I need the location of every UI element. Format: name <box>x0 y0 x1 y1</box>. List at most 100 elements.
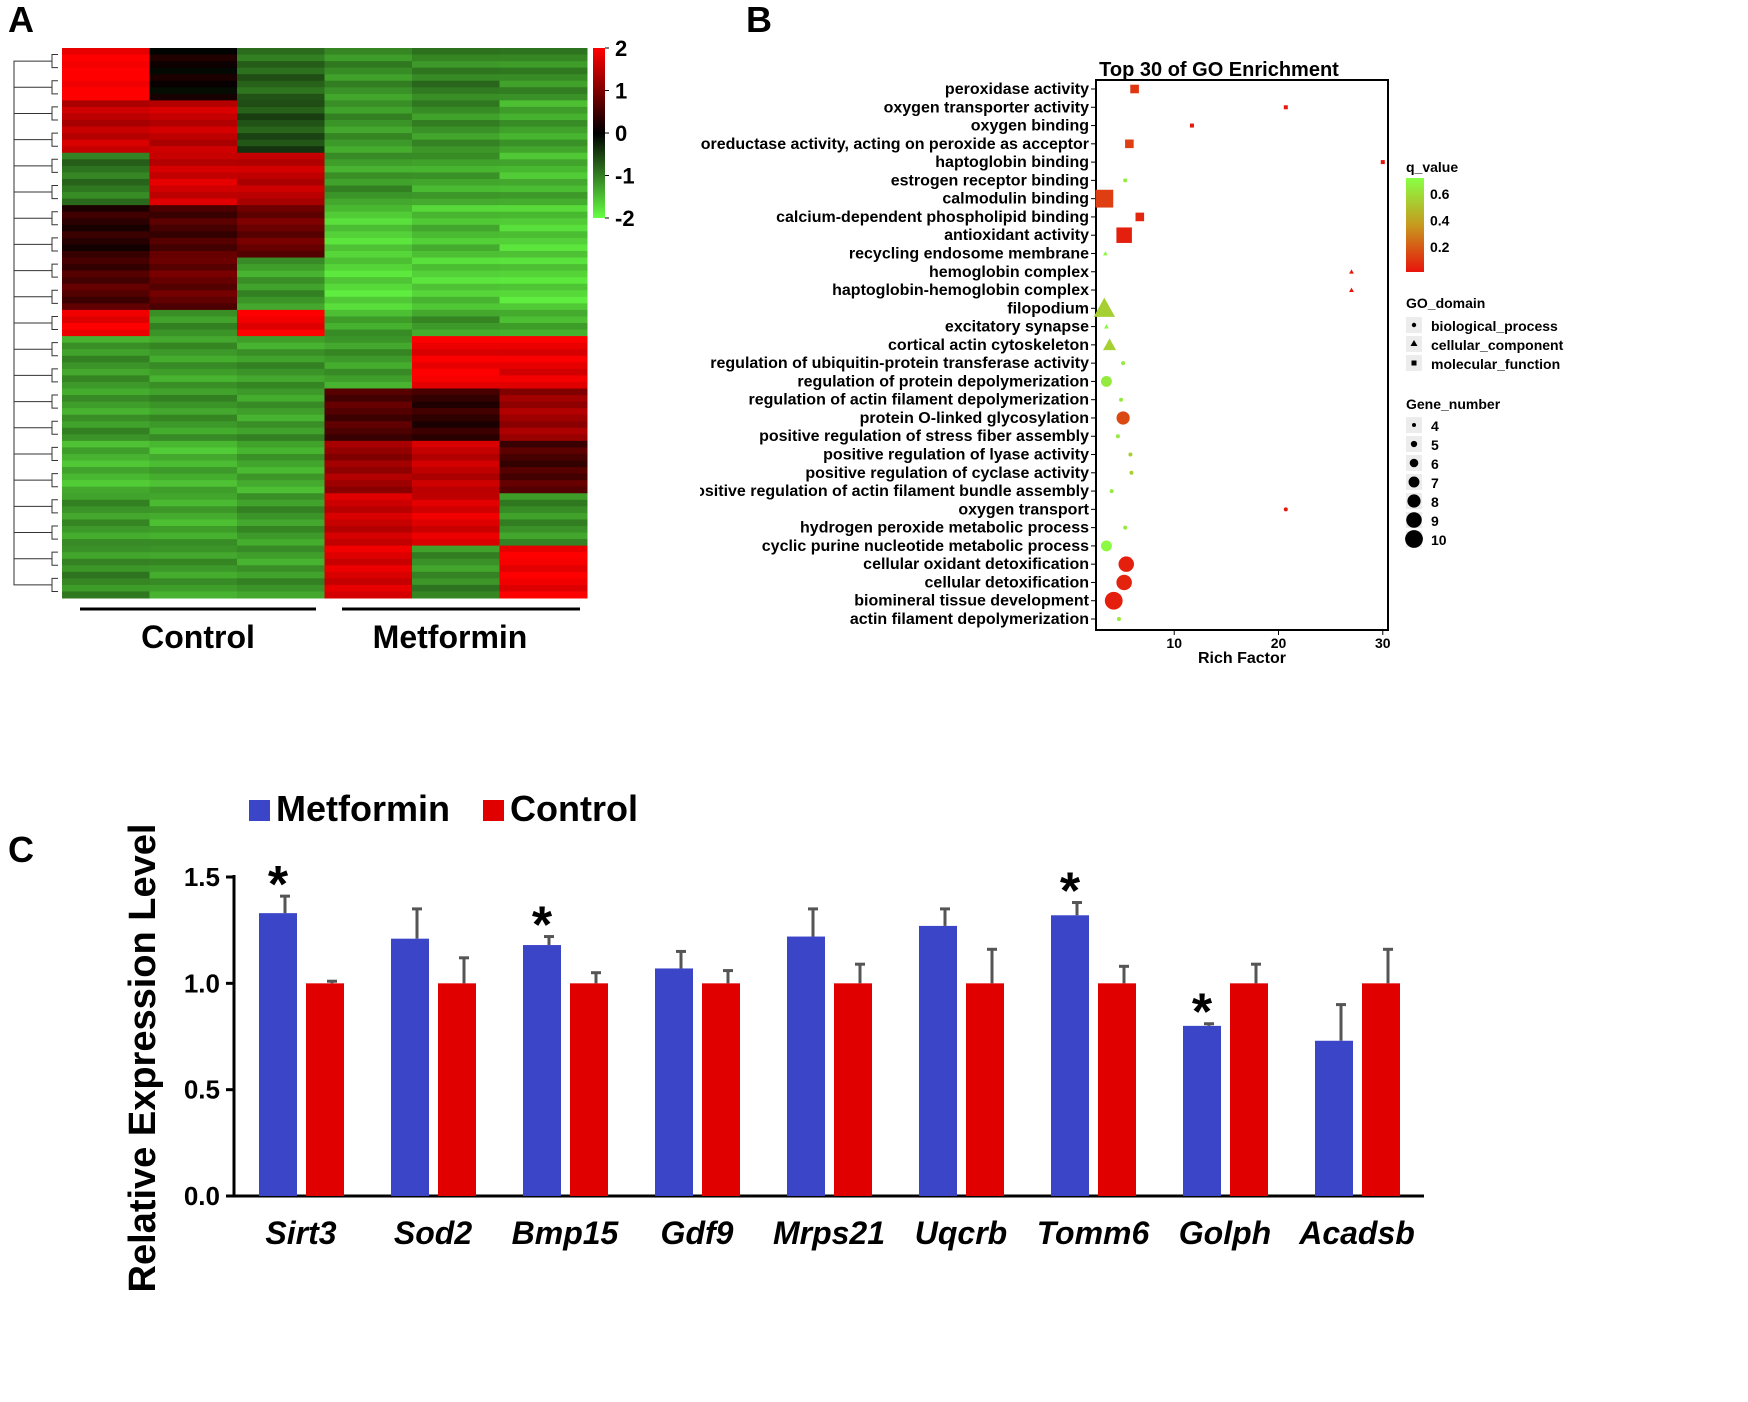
heatmap-cell <box>237 309 325 317</box>
heatmap-cell <box>62 571 150 579</box>
heatmap-cell <box>412 283 500 291</box>
heatmap-cell <box>62 545 150 553</box>
heatmap-cell <box>412 152 500 160</box>
heatmap-cell <box>62 401 150 409</box>
go-term-label: estrogen receptor binding <box>891 172 1089 189</box>
heatmap-cell <box>412 362 500 370</box>
heatmap-cell <box>412 460 500 468</box>
heatmap-cell <box>237 381 325 389</box>
go-domain-label: biological_process <box>1431 318 1558 334</box>
heatmap-cell <box>237 80 325 88</box>
heatmap-cell <box>237 532 325 540</box>
heatmap-cell <box>149 218 238 226</box>
heatmap-cell <box>412 329 500 337</box>
heatmap-cell <box>62 584 150 592</box>
heatmap-cell <box>499 512 588 520</box>
heatmap-cell <box>62 172 150 180</box>
heatmap-cell <box>499 473 588 481</box>
heatmap-cell <box>324 342 413 350</box>
heatmap-cell <box>237 368 325 376</box>
heatmap-cell <box>149 67 238 75</box>
heatmap-cell <box>237 198 325 206</box>
heatmap-cell <box>324 139 413 147</box>
heatmap-cell <box>237 552 325 560</box>
go-point <box>1102 251 1108 256</box>
heatmap-cell <box>149 113 238 121</box>
heatmap-cell <box>237 93 325 101</box>
heatmap-cell <box>237 323 325 331</box>
go-point <box>1116 411 1130 425</box>
heatmap-cell <box>324 244 413 252</box>
heatmap-cell <box>412 192 500 200</box>
heatmap-cell <box>237 152 325 160</box>
heatmap-cell <box>237 185 325 193</box>
heatmap-cell <box>62 283 150 291</box>
heatmap-cell <box>412 146 500 154</box>
heatmap-cell <box>149 178 238 186</box>
heatmap-cell <box>62 192 150 200</box>
heatmap-cell <box>62 126 150 134</box>
heatmap-cell <box>499 48 588 56</box>
dendrogram-branch <box>13 165 52 193</box>
heatmap-cell <box>499 584 588 592</box>
heatmap-cell <box>499 519 588 527</box>
heatmap-cell <box>412 578 500 586</box>
go-point <box>1116 574 1132 591</box>
heatmap-cell <box>62 106 150 114</box>
legend-triangle-symbol <box>1410 340 1418 346</box>
dendrogram-branch <box>13 217 52 245</box>
colorbar-tick-label: 0 <box>615 121 627 146</box>
q-value-tick-label: 0.2 <box>1430 239 1450 255</box>
heatmap-cell <box>237 290 325 298</box>
heatmap-cell <box>62 323 150 331</box>
heatmap-cell <box>149 323 238 331</box>
gene-number-label: 8 <box>1431 494 1439 510</box>
gene-label: Uqcrb <box>915 1215 1007 1251</box>
go-term-label: cellular detoxification <box>925 574 1089 591</box>
go-domain-label: molecular_function <box>1431 356 1560 372</box>
heatmap-cell <box>324 545 413 553</box>
heatmap-cell <box>499 120 588 128</box>
x-tick-label: 20 <box>1271 635 1287 651</box>
heatmap-cell <box>149 283 238 291</box>
go-term-label: excitatory synapse <box>945 319 1089 336</box>
heatmap-cell <box>324 270 413 278</box>
heatmap-cell <box>412 525 500 534</box>
heatmap-cell <box>499 499 588 507</box>
heatmap-cell <box>62 120 150 128</box>
heatmap-cell <box>324 237 413 245</box>
go-point <box>1283 507 1288 512</box>
bar-control <box>438 983 476 1196</box>
bar-control <box>1098 983 1136 1196</box>
go-term-label: oxygen binding <box>971 118 1089 135</box>
heatmap-cell <box>324 349 413 357</box>
heatmap-cell <box>324 283 413 291</box>
heatmap-cell <box>499 106 588 114</box>
heatmap-cell <box>149 61 238 69</box>
heatmap-cell <box>149 120 238 128</box>
go-chart-title: Top 30 of GO Enrichment <box>1099 59 1339 81</box>
heatmap-cell <box>324 565 413 573</box>
heatmap-cell <box>499 67 588 75</box>
heatmap-cell <box>62 434 150 442</box>
heatmap-cell <box>324 54 413 62</box>
heatmap-cell <box>149 381 238 389</box>
heatmap-cell <box>237 525 325 534</box>
heatmap-cell <box>149 133 238 141</box>
bar-control <box>966 983 1004 1196</box>
heatmap-cell <box>62 532 150 540</box>
heatmap-cell <box>62 460 150 468</box>
bar-metformin <box>523 945 561 1196</box>
go-term-label: regulation of actin filament depolymeriz… <box>749 392 1089 409</box>
dendrogram-branch <box>51 132 58 147</box>
heatmap-cell <box>62 552 150 560</box>
heatmap-cell <box>324 113 413 121</box>
colorbar-tick-label: -1 <box>615 164 635 189</box>
heatmap-cell <box>499 93 588 101</box>
heatmap-cell <box>237 224 325 232</box>
heatmap-cell <box>62 427 150 435</box>
heatmap-cell <box>412 165 500 173</box>
heatmap-cell <box>149 421 238 429</box>
panel-label-c: C <box>8 829 34 870</box>
heatmap-cell <box>62 453 150 461</box>
